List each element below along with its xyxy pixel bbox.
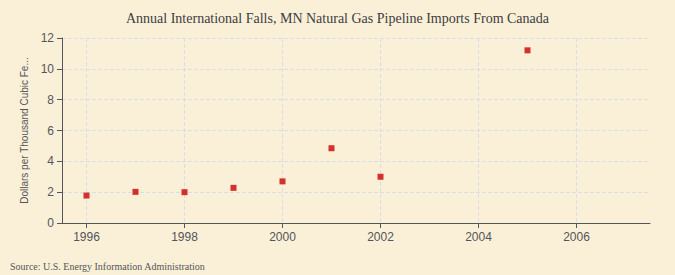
svg-text:2000: 2000	[269, 230, 296, 244]
svg-text:4: 4	[47, 154, 54, 168]
svg-text:8: 8	[47, 93, 54, 107]
svg-text:2: 2	[47, 185, 54, 199]
svg-text:1996: 1996	[73, 230, 100, 244]
svg-text:1998: 1998	[171, 230, 198, 244]
svg-text:2006: 2006	[563, 230, 590, 244]
svg-text:2002: 2002	[367, 230, 394, 244]
svg-text:10: 10	[41, 62, 55, 76]
svg-text:Dollars per Thousand Cubic Fe.: Dollars per Thousand Cubic Fe...	[19, 57, 30, 204]
svg-text:Annual International Falls, MN: Annual International Falls, MN Natural G…	[126, 11, 550, 26]
svg-text:12: 12	[41, 31, 55, 45]
svg-text:Source: U.S. Energy Informatio: Source: U.S. Energy Information Administ…	[10, 261, 205, 272]
svg-text:2004: 2004	[465, 230, 492, 244]
svg-text:0: 0	[47, 216, 54, 230]
svg-text:6: 6	[47, 124, 54, 138]
